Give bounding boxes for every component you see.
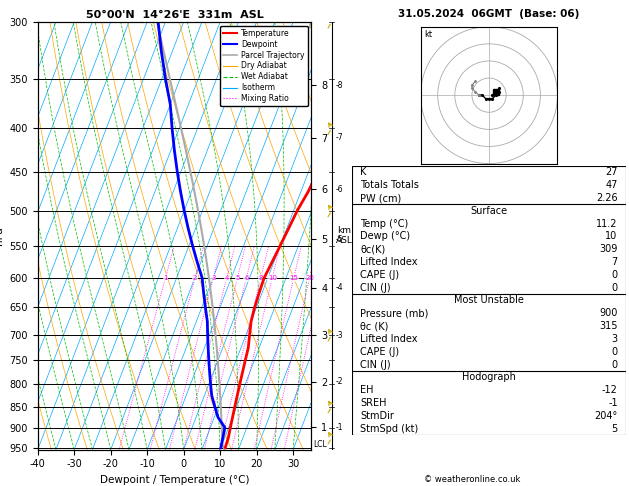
Text: StmSpd (kt): StmSpd (kt) (360, 424, 419, 434)
Text: 204°: 204° (594, 411, 618, 421)
Text: 5: 5 (235, 275, 240, 281)
Text: kt: kt (424, 30, 432, 39)
Text: 4: 4 (225, 275, 229, 281)
Text: PW (cm): PW (cm) (360, 193, 402, 203)
Text: -1: -1 (336, 423, 343, 432)
Text: -8: -8 (336, 81, 343, 89)
Text: 10: 10 (268, 275, 277, 281)
Text: 11.2: 11.2 (596, 219, 618, 228)
Text: 6: 6 (244, 275, 248, 281)
Text: Temp (°C): Temp (°C) (360, 219, 409, 228)
Y-axis label: hPa: hPa (0, 226, 4, 245)
Text: 27: 27 (605, 167, 618, 177)
Text: 900: 900 (599, 308, 618, 318)
Text: 15: 15 (289, 275, 298, 281)
Text: 315: 315 (599, 321, 618, 331)
Text: 20: 20 (305, 275, 314, 281)
Text: 1: 1 (163, 275, 168, 281)
Text: CAPE (J): CAPE (J) (360, 270, 399, 280)
Text: Most Unstable: Most Unstable (454, 295, 524, 306)
Text: 10: 10 (605, 231, 618, 242)
Text: Pressure (mb): Pressure (mb) (360, 308, 429, 318)
Text: 0: 0 (611, 360, 618, 369)
Text: 2: 2 (193, 275, 197, 281)
Text: CIN (J): CIN (J) (360, 360, 391, 369)
Text: K: K (360, 167, 367, 177)
Text: CIN (J): CIN (J) (360, 283, 391, 293)
Text: -6: -6 (336, 185, 343, 193)
Legend: Temperature, Dewpoint, Parcel Trajectory, Dry Adiabat, Wet Adiabat, Isotherm, Mi: Temperature, Dewpoint, Parcel Trajectory… (220, 26, 308, 106)
Text: -3: -3 (336, 331, 343, 340)
Text: θᴄ (K): θᴄ (K) (360, 321, 389, 331)
X-axis label: Dewpoint / Temperature (°C): Dewpoint / Temperature (°C) (100, 475, 249, 485)
Text: 8: 8 (259, 275, 263, 281)
Text: 0: 0 (611, 283, 618, 293)
Text: 47: 47 (605, 180, 618, 190)
Text: EH: EH (360, 385, 374, 395)
Text: SREH: SREH (360, 398, 387, 408)
Text: 5: 5 (611, 424, 618, 434)
Text: -7: -7 (336, 133, 343, 142)
Text: 2.26: 2.26 (596, 193, 618, 203)
Text: θᴄ(K): θᴄ(K) (360, 244, 386, 254)
Text: Lifted Index: Lifted Index (360, 334, 418, 344)
Text: Dewp (°C): Dewp (°C) (360, 231, 411, 242)
Text: 3: 3 (611, 334, 618, 344)
Text: Totals Totals: Totals Totals (360, 180, 420, 190)
Text: 0: 0 (611, 270, 618, 280)
Text: StmDir: StmDir (360, 411, 394, 421)
Text: 31.05.2024  06GMT  (Base: 06): 31.05.2024 06GMT (Base: 06) (398, 9, 580, 19)
Text: -12: -12 (602, 385, 618, 395)
Title: 50°00'N  14°26'E  331m  ASL: 50°00'N 14°26'E 331m ASL (86, 10, 264, 20)
Text: CAPE (J): CAPE (J) (360, 347, 399, 357)
Text: Surface: Surface (470, 206, 508, 216)
Text: LCL: LCL (313, 440, 326, 449)
Text: -1: -1 (608, 398, 618, 408)
Text: © weatheronline.co.uk: © weatheronline.co.uk (423, 474, 520, 484)
Text: -2: -2 (336, 377, 343, 386)
Text: 309: 309 (599, 244, 618, 254)
Y-axis label: km
ASL: km ASL (335, 226, 352, 245)
Text: 7: 7 (611, 257, 618, 267)
Text: 3: 3 (211, 275, 216, 281)
Text: 0: 0 (611, 347, 618, 357)
Text: -5: -5 (336, 235, 343, 243)
Text: Hodograph: Hodograph (462, 372, 516, 382)
Text: -4: -4 (336, 283, 343, 293)
Text: Lifted Index: Lifted Index (360, 257, 418, 267)
